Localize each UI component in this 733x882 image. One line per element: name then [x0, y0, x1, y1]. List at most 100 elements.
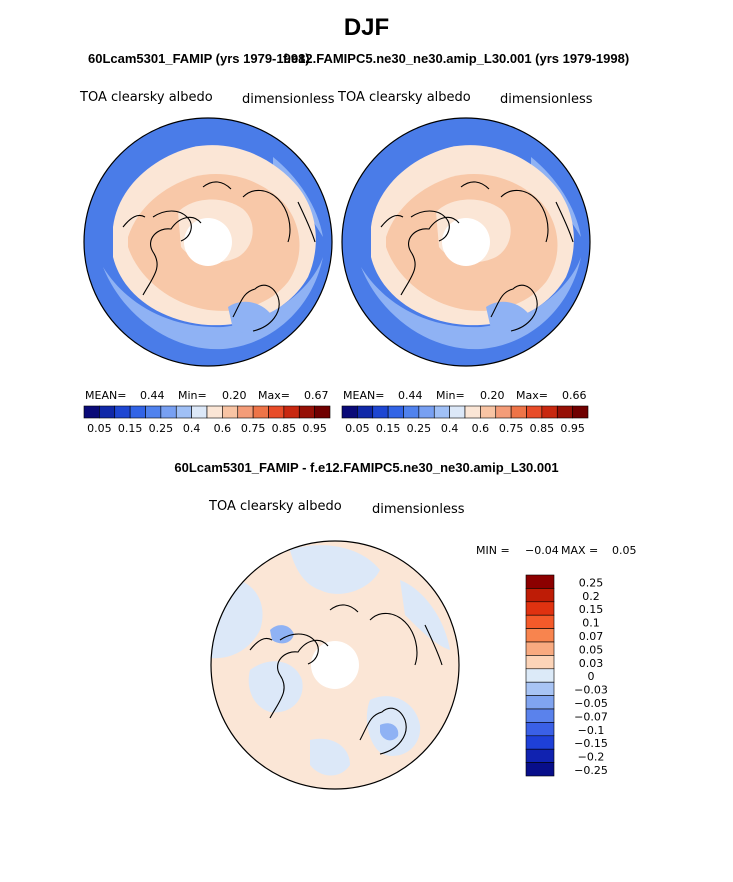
left-colorbar-tick-label: 0.05: [87, 422, 112, 435]
left-colorbar-swatch: [314, 405, 331, 419]
right-polar-map: [341, 117, 591, 367]
right-min-value: 0.20: [480, 389, 505, 402]
diff-max-value: 0.05: [612, 544, 637, 557]
left-colorbar-swatch: [175, 405, 192, 419]
right-colorbar-tick-label: 0.4: [441, 422, 459, 435]
diff-colorbar-swatch: [525, 668, 555, 683]
left-panel-subtitle: 60Lcam5301_FAMIP (yrs 1979-1998): [88, 51, 310, 66]
left-colorbar-swatch: [283, 405, 300, 419]
diff-colorbar-swatch: [525, 748, 555, 763]
left-colorbar-tick-label: 0.15: [118, 422, 143, 435]
right-colorbar-swatch: [433, 405, 450, 419]
diff-colorbar-tick-label: 0.1: [582, 617, 600, 630]
diff-colorbar-swatch: [525, 722, 555, 737]
difference-polar-map: [210, 540, 460, 790]
right-mean-label: MEAN=: [343, 389, 385, 402]
left-min-value: 0.20: [222, 389, 247, 402]
diff-variable-label: TOA clearsky albedo: [209, 499, 342, 514]
right-colorbar-swatch: [572, 405, 589, 419]
left-colorbar-swatch: [114, 405, 131, 419]
diff-colorbar-tick-label: 0.25: [579, 576, 604, 589]
left-max-label: Max=: [258, 389, 290, 402]
diff-colorbar-swatch: [525, 681, 555, 696]
diff-colorbar-swatch: [525, 655, 555, 670]
right-mean-value: 0.44: [398, 389, 423, 402]
left-colorbar-swatch: [252, 405, 269, 419]
right-colorbar: 0.05 0.15 0.25 0.4 0.6 0.75 0.85 0.95: [341, 405, 589, 435]
left-colorbar: 0.05 0.15 0.25 0.4 0.6 0.75 0.85 0.95: [83, 405, 331, 435]
left-colorbar-tick-label: 0.75: [241, 422, 266, 435]
right-colorbar-swatch: [449, 405, 466, 419]
right-panel-subtitle: f.e12.FAMIPC5.ne30_ne30.amip_L30.001 (yr…: [283, 51, 630, 66]
right-colorbar-swatch: [541, 405, 558, 419]
right-colorbar-tick-label: 0.95: [560, 422, 585, 435]
diff-colorbar-tick-label: −0.05: [574, 697, 608, 710]
left-colorbar-tick-label: 0.4: [183, 422, 201, 435]
diff-colorbar-tick-label: −0.1: [578, 724, 605, 737]
diff-colorbar-tick-label: −0.07: [574, 710, 608, 723]
left-colorbar-swatch: [99, 405, 116, 419]
right-colorbar-tick-label: 0.85: [530, 422, 555, 435]
left-colorbar-tick-label: 0.95: [302, 422, 327, 435]
diff-colorbar-swatch: [525, 641, 555, 656]
right-colorbar-swatch: [480, 405, 497, 419]
right-variable-label: TOA clearsky albedo: [338, 90, 471, 105]
left-polar-map: [83, 117, 333, 367]
left-colorbar-swatch: [206, 405, 223, 419]
right-colorbar-swatch: [556, 405, 573, 419]
diff-colorbar-tick-label: −0.03: [574, 684, 608, 697]
diff-colorbar-swatch: [525, 574, 555, 589]
difference-colorbar: 0.250.20.150.10.070.050.030−0.03−0.05−0.…: [525, 574, 608, 777]
left-colorbar-tick-label: 0.6: [214, 422, 232, 435]
diff-colorbar-swatch: [525, 614, 555, 629]
right-colorbar-swatch: [418, 405, 435, 419]
left-mean-label: MEAN=: [85, 389, 127, 402]
left-colorbar-swatch: [298, 405, 315, 419]
left-mean-value: 0.44: [140, 389, 165, 402]
left-min-label: Min=: [178, 389, 207, 402]
diff-colorbar-tick-label: −0.2: [578, 751, 605, 764]
diff-colorbar-tick-label: −0.15: [574, 737, 608, 750]
diff-colorbar-tick-label: 0.07: [579, 630, 604, 643]
left-colorbar-swatch: [160, 405, 177, 419]
diff-colorbar-tick-label: 0.05: [579, 643, 604, 656]
diff-colorbar-swatch: [525, 762, 555, 777]
left-units-label: dimensionless: [242, 92, 335, 107]
left-colorbar-swatch: [222, 405, 239, 419]
left-colorbar-tick-label: 0.25: [149, 422, 174, 435]
diff-colorbar-swatch: [525, 695, 555, 710]
diff-max-label: MAX =: [561, 544, 599, 557]
right-colorbar-swatch: [526, 405, 543, 419]
right-colorbar-tick-label: 0.05: [345, 422, 370, 435]
left-max-value: 0.67: [304, 389, 329, 402]
right-colorbar-swatch: [357, 405, 374, 419]
diff-colorbar-tick-label: 0.03: [579, 657, 604, 670]
diff-colorbar-tick-label: 0.2: [582, 590, 600, 603]
diff-colorbar-tick-label: 0.15: [579, 603, 604, 616]
diff-colorbar-tick-label: −0.25: [574, 764, 608, 777]
left-colorbar-swatch: [83, 405, 100, 419]
page-title: DJF: [343, 14, 390, 41]
right-max-value: 0.66: [562, 389, 587, 402]
diff-colorbar-swatch: [525, 588, 555, 603]
left-colorbar-swatch: [129, 405, 146, 419]
diff-colorbar-swatch: [525, 735, 555, 750]
right-colorbar-tick-label: 0.6: [472, 422, 490, 435]
right-colorbar-swatch: [372, 405, 389, 419]
diff-units-label: dimensionless: [372, 502, 465, 517]
diff-subtitle: 60Lcam5301_FAMIP - f.e12.FAMIPC5.ne30_ne…: [174, 460, 559, 475]
left-colorbar-swatch: [268, 405, 285, 419]
right-min-label: Min=: [436, 389, 465, 402]
right-colorbar-swatch: [403, 405, 420, 419]
right-units-label: dimensionless: [500, 92, 593, 107]
left-colorbar-swatch: [145, 405, 162, 419]
right-colorbar-tick-label: 0.25: [407, 422, 432, 435]
diff-min-value: −0.04: [525, 544, 559, 557]
diff-colorbar-swatch: [525, 708, 555, 723]
left-colorbar-swatch: [237, 405, 254, 419]
diff-colorbar-tick-label: 0: [588, 670, 595, 683]
right-colorbar-swatch: [495, 405, 512, 419]
right-colorbar-tick-label: 0.15: [376, 422, 401, 435]
right-colorbar-tick-label: 0.75: [499, 422, 524, 435]
diff-colorbar-swatch: [525, 601, 555, 616]
